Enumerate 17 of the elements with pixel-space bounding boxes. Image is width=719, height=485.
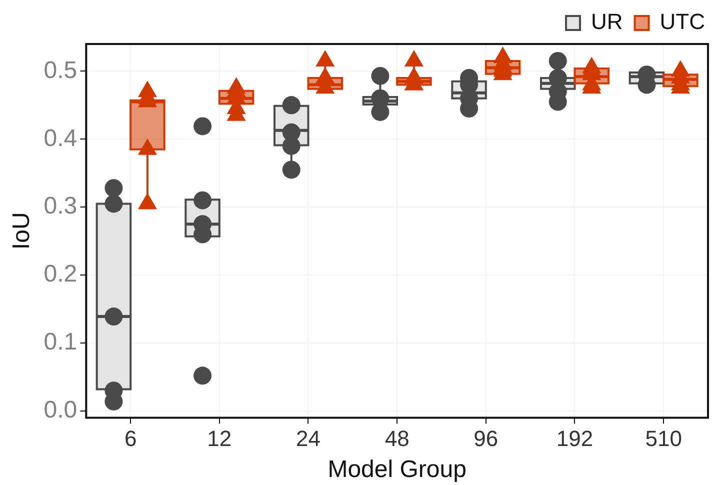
x-tick-label: 510	[645, 426, 682, 452]
x-tick-label: 48	[384, 426, 410, 452]
x-tick-label: 192	[556, 426, 594, 452]
legend-label: UR	[591, 9, 623, 34]
x-tick-label: 12	[207, 426, 232, 452]
x-axis-title: Model Group	[328, 456, 466, 484]
legend-label: UTC	[660, 9, 706, 34]
x-tick-label: 6	[124, 426, 137, 452]
y-tick-label: 0.2	[44, 260, 78, 288]
y-tick-label: 0.5	[44, 56, 78, 84]
y-tick-label: 0.3	[44, 192, 78, 220]
y-axis-title: IoU	[8, 212, 36, 250]
x-tick-label: 24	[296, 426, 320, 452]
y-tick-label: 0.1	[44, 328, 78, 356]
y-tick-label: 0.0	[44, 396, 78, 424]
y-tick-label: 0.4	[44, 124, 78, 152]
x-tick-label: 96	[474, 426, 498, 452]
